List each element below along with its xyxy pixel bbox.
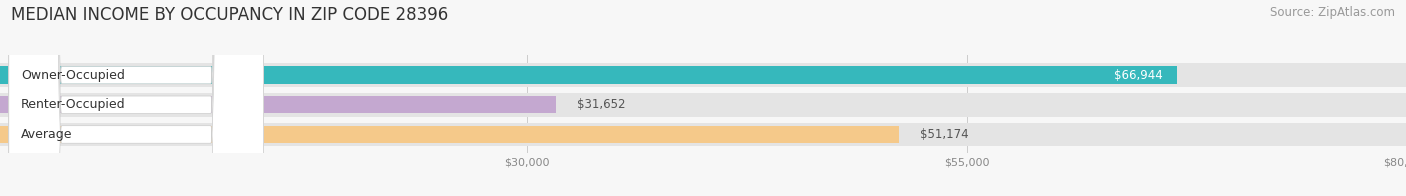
Bar — [0, 63, 1406, 87]
Text: Average: Average — [21, 128, 73, 141]
Bar — [0, 122, 1406, 146]
Text: Source: ZipAtlas.com: Source: ZipAtlas.com — [1270, 6, 1395, 19]
Text: MEDIAN INCOME BY OCCUPANCY IN ZIP CODE 28396: MEDIAN INCOME BY OCCUPANCY IN ZIP CODE 2… — [11, 6, 449, 24]
Bar — [0, 93, 1406, 117]
FancyBboxPatch shape — [8, 0, 264, 196]
Text: Owner-Occupied: Owner-Occupied — [21, 69, 125, 82]
Text: $51,174: $51,174 — [921, 128, 969, 141]
Text: $31,652: $31,652 — [578, 98, 626, 111]
Bar — [0, 66, 1177, 84]
FancyBboxPatch shape — [8, 0, 264, 196]
Text: $66,944: $66,944 — [1114, 69, 1163, 82]
FancyBboxPatch shape — [8, 0, 264, 196]
Bar — [0, 126, 900, 143]
Text: Renter-Occupied: Renter-Occupied — [21, 98, 125, 111]
Bar — [0, 96, 557, 113]
